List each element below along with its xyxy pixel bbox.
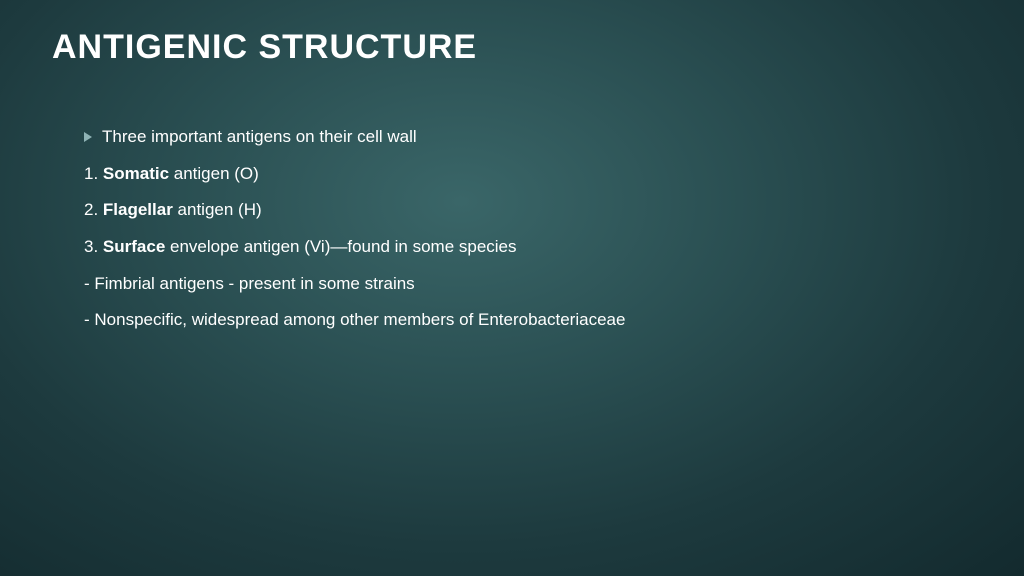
bullet-text: Three important antigens on their cell w…	[102, 125, 417, 150]
slide-content: Three important antigens on their cell w…	[52, 125, 972, 333]
item2-rest: antigen (H)	[173, 200, 262, 219]
triangle-bullet-icon	[84, 132, 92, 142]
slide-title: ANTIGENIC STRUCTURE	[52, 28, 972, 67]
list-item-1: 1. Somatic antigen (O)	[84, 162, 972, 187]
item3-rest: envelope antigen (Vi)—found in some spec…	[165, 237, 516, 256]
item2-bold: Flagellar	[103, 200, 173, 219]
item1-bold: Somatic	[103, 164, 169, 183]
list-item-2: 2. Flagellar antigen (H)	[84, 198, 972, 223]
item3-bold: Surface	[103, 237, 165, 256]
list-item-3: 3. Surface envelope antigen (Vi)—found i…	[84, 235, 972, 260]
item1-rest: antigen (O)	[169, 164, 259, 183]
item3-prefix: 3.	[84, 237, 103, 256]
bullet-item: Three important antigens on their cell w…	[84, 125, 972, 150]
dash-item-1: - Fimbrial antigens - present in some st…	[84, 272, 972, 297]
slide-container: ANTIGENIC STRUCTURE Three important anti…	[0, 0, 1024, 373]
dash-item-2: - Nonspecific, widespread among other me…	[84, 308, 972, 333]
item1-prefix: 1.	[84, 164, 103, 183]
item2-prefix: 2.	[84, 200, 103, 219]
